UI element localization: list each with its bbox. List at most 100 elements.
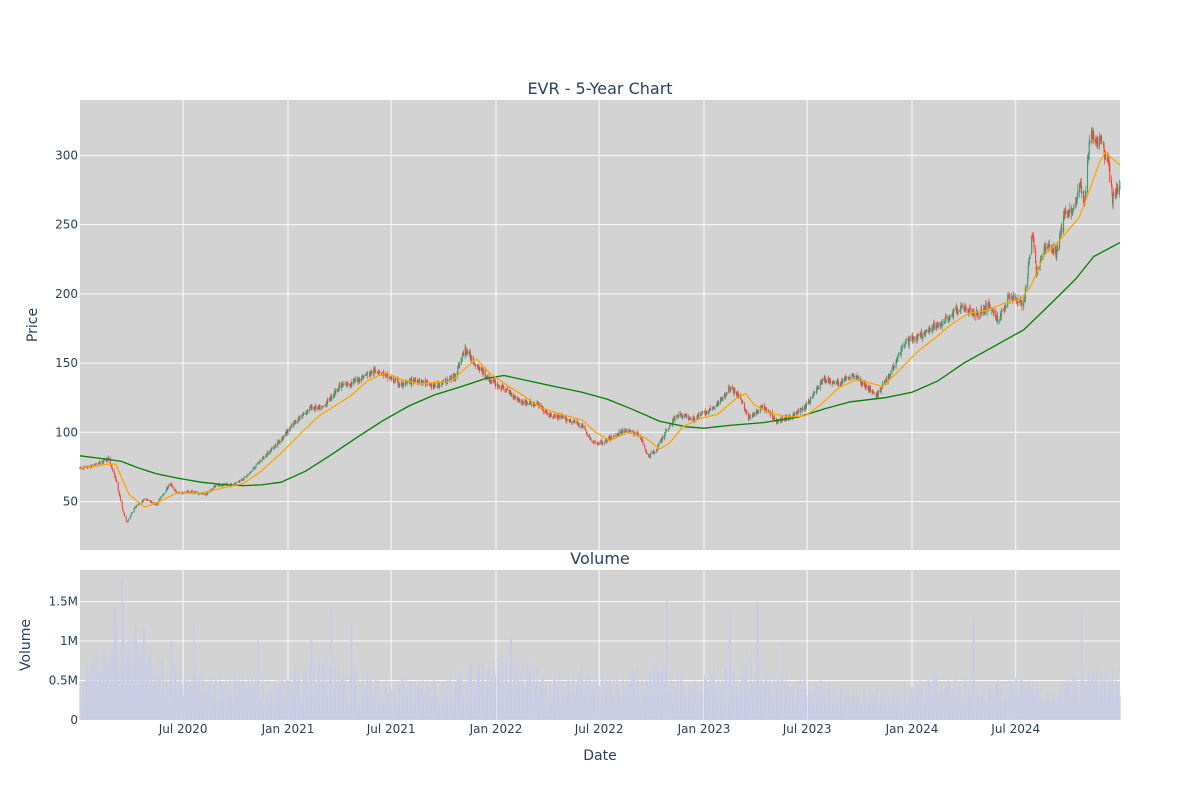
volume-bar [892, 710, 894, 720]
volume-bar [1008, 691, 1010, 720]
volume-bar [1020, 680, 1022, 720]
candle-body-down [380, 373, 383, 375]
candle-body-up [494, 381, 496, 383]
volume-bar [841, 687, 843, 720]
candle-body-down [414, 380, 416, 381]
candle-body-down [376, 372, 379, 374]
volume-bar [431, 699, 433, 720]
volume-bar [816, 709, 818, 720]
volume-bar [317, 668, 319, 720]
candle-body-up [1088, 154, 1090, 160]
volume-bar [881, 693, 883, 720]
volume-bar [657, 665, 659, 720]
candle-body-up [253, 467, 255, 470]
candle-body-up [924, 330, 926, 334]
candle-body-down [146, 500, 148, 501]
candle-body-up [710, 409, 712, 410]
candle-body-down [766, 409, 768, 411]
candle-body-down [774, 417, 776, 419]
volume-bar [669, 681, 671, 720]
candle-body-down [1071, 208, 1073, 214]
volume-bar [154, 692, 156, 720]
candle-body-up [553, 416, 555, 419]
candle-body-down [334, 391, 336, 394]
candle-body-down [923, 332, 926, 334]
candle-body-down [684, 414, 686, 416]
volume-bar [1019, 688, 1021, 720]
candle-body-down [640, 436, 642, 440]
volume-bar [984, 704, 986, 720]
candle-body-down [99, 461, 101, 464]
candle-body-up [696, 416, 698, 420]
candle-body-down [582, 423, 584, 428]
volume-bar [732, 668, 734, 720]
candle-body-up [1090, 131, 1093, 139]
candle-body-down [102, 460, 104, 462]
candle-body-up [857, 377, 859, 379]
volume-bar [246, 689, 249, 720]
volume-bar [769, 675, 771, 720]
volume-bar [195, 670, 197, 720]
candle-body-up [660, 439, 662, 443]
volume-bar [984, 700, 987, 720]
volume-bar [444, 682, 446, 720]
volume-bar [350, 701, 352, 720]
volume-bar [478, 664, 481, 720]
candle-body-down [709, 407, 711, 410]
volume-bar [219, 681, 221, 720]
candle-body-down [633, 432, 635, 435]
candle-body-up [446, 381, 448, 383]
volume-bar [989, 685, 991, 720]
volume-bar [261, 685, 263, 720]
volume-bar [1007, 707, 1009, 720]
volume-bar [701, 697, 703, 720]
volume-bar [692, 692, 694, 720]
volume-bar [497, 658, 499, 720]
candle-body-down [735, 391, 738, 395]
volume-bar [650, 669, 652, 720]
candle-body-down [516, 396, 518, 399]
volume-bar [207, 682, 209, 720]
volume-bar [310, 640, 312, 720]
volume-bar [199, 693, 201, 720]
volume-bar [1108, 675, 1110, 720]
price-plot-area[interactable] [80, 100, 1120, 550]
candle-body-down [952, 314, 954, 317]
volume-bar [764, 692, 766, 720]
volume-bar [401, 683, 403, 720]
candle-body-down [616, 434, 618, 436]
volume-bar [326, 651, 328, 720]
volume-bar [931, 701, 934, 720]
candle-body-up [107, 457, 110, 459]
candle-body-up [165, 490, 167, 493]
long-moving-average-line [79, 242, 1121, 487]
volume-bar [871, 691, 873, 720]
candle-body-up [1098, 138, 1101, 147]
candle-body-up [810, 397, 812, 402]
volume-bar [466, 673, 468, 720]
volume-bar [740, 687, 742, 720]
candle-body-up [932, 326, 934, 328]
candle-body-up [678, 413, 680, 417]
volume-bar [362, 688, 364, 720]
candle-body-up [496, 383, 498, 386]
candle-body-up [711, 407, 714, 410]
volume-bar [664, 667, 666, 720]
volume-bar [402, 677, 404, 720]
volume-bar [1011, 681, 1013, 720]
volume-bar [1094, 675, 1097, 720]
candle-body-up [1025, 286, 1027, 289]
volume-bar [83, 681, 85, 720]
candle-body-up [761, 405, 763, 409]
volume-bar [560, 702, 562, 720]
volume-bar [696, 702, 698, 720]
candle-body-up [417, 380, 420, 383]
candle-body-down [190, 491, 192, 493]
candle-body-up [917, 336, 919, 340]
volume-bar [684, 694, 686, 720]
candle-body-down [676, 415, 678, 417]
volume-bar [602, 692, 604, 720]
volume-bar [817, 708, 819, 720]
volume-bar [345, 674, 347, 720]
candle-body-up [225, 483, 228, 485]
